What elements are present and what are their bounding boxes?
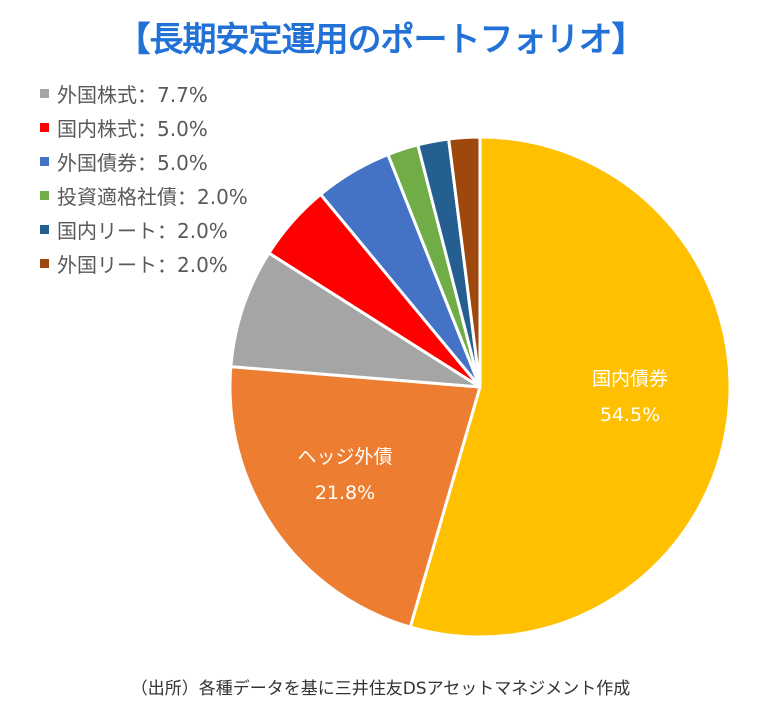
legend-label: 外国債券：5.0% bbox=[57, 150, 208, 175]
legend-label: 外国リート：2.0% bbox=[57, 252, 228, 277]
slice-label: ヘッジ外債 bbox=[297, 446, 392, 468]
legend-label: 投資適格社債：2.0% bbox=[57, 184, 248, 209]
legend: 外国株式：7.7% 国内株式：5.0% 外国債券：5.0% 投資適格社債：2.0… bbox=[40, 76, 248, 280]
legend-item: 外国株式：7.7% bbox=[40, 76, 248, 110]
pie-slice-8 bbox=[447, 135, 482, 389]
legend-swatch bbox=[40, 156, 49, 166]
legend-swatch bbox=[40, 190, 49, 200]
legend-swatch bbox=[40, 224, 49, 234]
pie-slice-3 bbox=[229, 251, 482, 389]
legend-swatch bbox=[40, 258, 49, 268]
legend-label: 国内株式：5.0% bbox=[57, 116, 208, 141]
legend-item: 国内リート：2.0% bbox=[40, 212, 248, 246]
legend-swatch bbox=[40, 122, 49, 132]
legend-item: 外国リート：2.0% bbox=[40, 246, 248, 280]
legend-item: 国内株式：5.0% bbox=[40, 110, 248, 144]
slice-value-label: 54.5% bbox=[600, 404, 660, 426]
legend-item: 外国債券：5.0% bbox=[40, 144, 248, 178]
source-note: （出所）各種データを基に三井住友DSアセットマネジメント作成 bbox=[130, 679, 631, 699]
legend-label: 外国株式：7.7% bbox=[57, 82, 208, 107]
slice-label: 国内債券 bbox=[592, 368, 668, 390]
legend-label: 国内リート：2.0% bbox=[57, 218, 228, 243]
slice-value-label: 21.8% bbox=[315, 482, 375, 504]
chart-title: 【長期安定運用のポートフォリオ】 bbox=[116, 20, 646, 60]
pie-slice-2 bbox=[228, 365, 482, 629]
legend-swatch bbox=[40, 88, 49, 98]
legend-item: 投資適格社債：2.0% bbox=[40, 178, 248, 212]
pie-slice-1 bbox=[408, 135, 732, 639]
